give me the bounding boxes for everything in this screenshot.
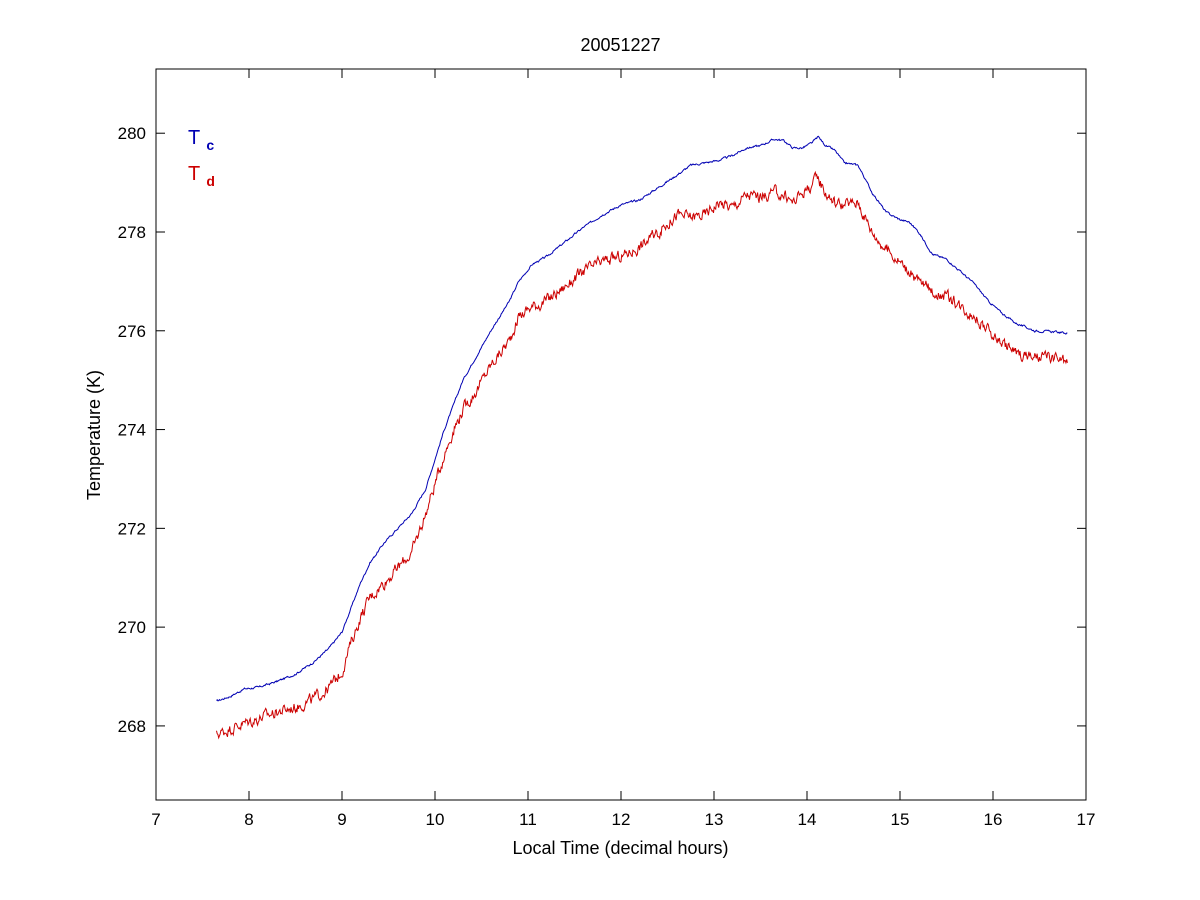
series-line-td — [216, 170, 1068, 740]
x-tick-label: 9 — [337, 810, 346, 829]
y-axis-title: Temperature (K) — [84, 370, 104, 500]
x-tick-label: 16 — [984, 810, 1003, 829]
legend-entry-tc: T c — [188, 127, 214, 153]
y-tick-label: 278 — [118, 223, 146, 242]
legend-entry-td: T d — [188, 163, 215, 189]
chart-title: 20051227 — [580, 35, 660, 55]
legend-tc-base: T — [188, 127, 200, 149]
x-tick-label: 12 — [612, 810, 631, 829]
y-tick-label: 280 — [118, 124, 146, 143]
series-line-tc — [216, 135, 1068, 702]
y-tick-label: 270 — [118, 618, 146, 637]
x-tick-label: 13 — [705, 810, 724, 829]
x-tick-label: 11 — [519, 810, 537, 829]
y-tick-label: 272 — [118, 519, 146, 538]
y-tick-label: 268 — [118, 717, 146, 736]
x-tick-label: 10 — [426, 810, 445, 829]
y-tick-label: 276 — [118, 322, 146, 341]
y-axis-ticks: 268 270 272 274 276 278 280 — [118, 124, 1086, 736]
x-tick-label: 14 — [798, 810, 817, 829]
x-tick-label: 17 — [1077, 810, 1096, 829]
plot-area-frame — [155, 68, 1087, 801]
legend-td-base: T — [188, 163, 200, 185]
y-tick-label: 274 — [118, 421, 146, 440]
x-tick-label: 7 — [151, 810, 160, 829]
x-axis-ticks: 7 8 9 10 11 12 13 14 15 16 17 — [151, 69, 1095, 829]
series-layer — [216, 135, 1068, 740]
legend: T c T d — [188, 127, 215, 189]
legend-tc-subscript: c — [206, 137, 214, 153]
x-tick-label: 15 — [891, 810, 910, 829]
x-axis-title: Local Time (decimal hours) — [512, 838, 728, 858]
legend-td-subscript: d — [206, 173, 215, 189]
x-tick-label: 8 — [244, 810, 253, 829]
